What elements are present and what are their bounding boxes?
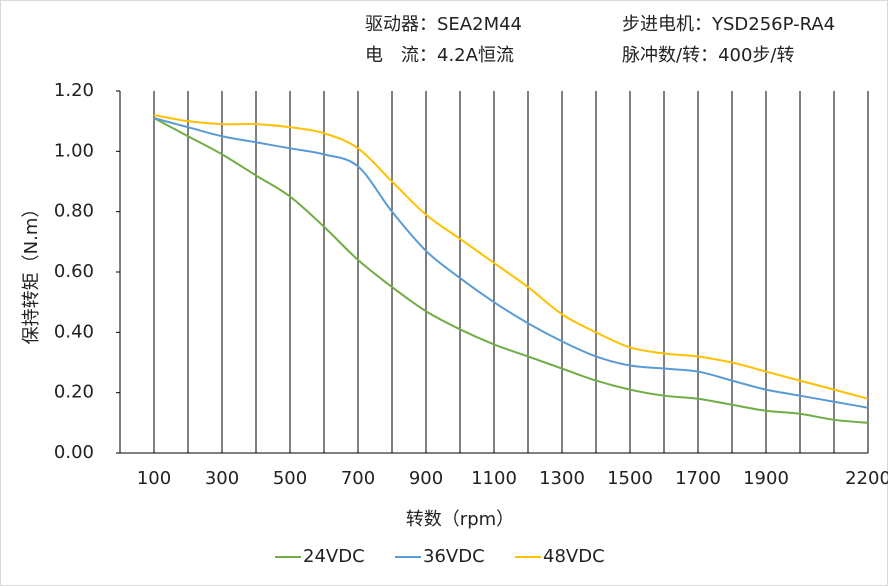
y-tick-label: 0.20 [54,382,94,403]
legend-label: 24VDC [303,546,365,567]
x-tick-label: 1100 [471,468,517,489]
x-tick-label: 700 [341,468,375,489]
x-tick-label: 900 [409,468,443,489]
annotation: 步进电机：YSD256P-RA4 [622,14,835,35]
x-tick-label: 500 [273,468,307,489]
annotation: 电 流：4.2A恒流 [365,45,514,66]
y-tick-label: 1.00 [54,140,94,161]
x-tick-label: 300 [205,468,239,489]
y-tick-label: 1.20 [54,80,94,101]
x-tick-label: 1900 [743,468,789,489]
x-tick-label: 100 [137,468,171,489]
y-tick-label: 0.00 [54,442,94,463]
y-tick-label: 0.80 [54,201,94,222]
annotation: 脉冲数/转：400步/转 [622,45,795,66]
y-tick-label: 0.60 [54,261,94,282]
y-axis-label: 保持转矩（N.m） [21,200,42,345]
x-axis-label: 转数（rpm） [406,509,514,530]
annotation: 驱动器：SEA2M44 [365,14,522,35]
x-tick-label: 2200 [845,468,888,489]
y-tick-label: 0.40 [54,321,94,342]
x-tick-label: 1500 [607,468,653,489]
series-line [153,117,869,424]
series-line [153,114,869,400]
legend-label: 48VDC [543,546,605,567]
x-tick-label: 1700 [675,468,721,489]
series-line [153,117,869,409]
x-tick-label: 1300 [539,468,585,489]
legend-label: 36VDC [423,546,485,567]
